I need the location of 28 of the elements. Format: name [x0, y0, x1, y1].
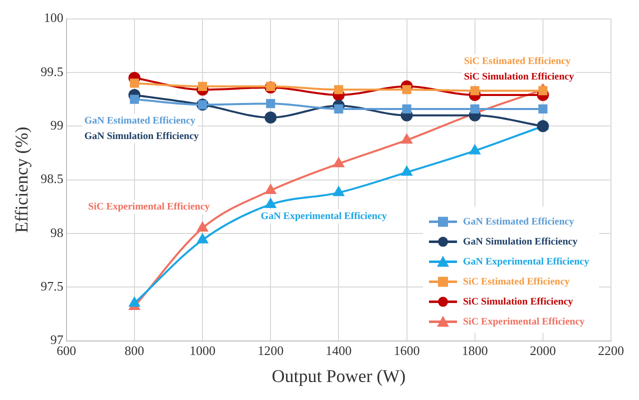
- annotation: SiC Experimental Efficiency: [88, 201, 210, 212]
- x-tick-label: 800: [124, 343, 144, 358]
- y-axis-title: Efficiency (%): [12, 126, 32, 233]
- y-tick-label: 100: [44, 10, 64, 26]
- legend-label: SiC Experimental Efficiency: [463, 316, 585, 328]
- y-tick-label: 99: [50, 118, 64, 133]
- annotation: SiC Simulation Efficiency: [464, 71, 574, 82]
- annotation: GaN Experimental Efficiency: [260, 211, 387, 222]
- x-tick-label: 1800: [462, 343, 488, 358]
- x-axis-title: Output Power (W): [272, 366, 406, 386]
- x-tick-label: 2000: [530, 343, 556, 358]
- legend-label: GaN Experimental Efficiency: [463, 256, 590, 268]
- y-tick-label: 98.5: [40, 171, 64, 186]
- annotation: GaN Estimated Efficiency: [84, 115, 196, 126]
- x-tick-label: 2200: [598, 343, 624, 358]
- legend-label: GaN Simulation Efficiency: [463, 236, 578, 248]
- annotation: GaN Simulation Efficiency: [84, 130, 199, 142]
- legend-label: SiC Simulation Efficiency: [463, 296, 574, 308]
- x-tick-label: 1400: [326, 343, 352, 358]
- x-tick-label: 1200: [258, 343, 284, 358]
- legend-label: SiC Estimated Efficiency: [463, 276, 570, 288]
- y-tick-label: 97.5: [40, 278, 64, 294]
- x-tick-label: 1600: [394, 343, 420, 358]
- x-tick-label: 1000: [190, 343, 216, 358]
- annotation: SiC Estimated Efficiency: [464, 56, 571, 67]
- y-tick-label: 99.5: [40, 64, 64, 79]
- y-tick-label: 98: [50, 224, 64, 240]
- legend-label: GaN Estimated Efficiency: [463, 216, 574, 228]
